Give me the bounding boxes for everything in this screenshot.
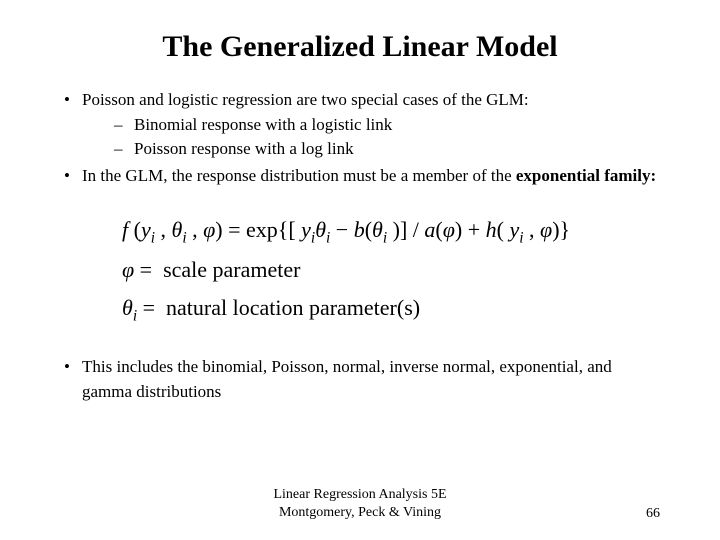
slide-footer: Linear Regression Analysis 5E Montgomery…	[0, 486, 720, 522]
slide-title: The Generalized Linear Model	[60, 30, 660, 64]
equation-line-3: θi = natural location parameter(s)	[122, 289, 660, 330]
main-bullet-list: Poisson and logistic regression are two …	[60, 88, 660, 189]
footer-text: Linear Regression Analysis 5E Montgomery…	[0, 486, 720, 522]
equation-block: f (yi , θi , φ) = exp{[ yiθi − b(θi )] /…	[60, 211, 660, 330]
bullet-3: This includes the binomial, Poisson, nor…	[60, 355, 660, 404]
bullet-2-text-a: In the GLM, the response distribution mu…	[82, 166, 516, 185]
footer-line-1: Linear Regression Analysis 5E	[0, 486, 720, 504]
bullet-1: Poisson and logistic regression are two …	[60, 88, 660, 162]
sub-bullet-1a: Binomial response with a logistic link	[114, 113, 660, 138]
bullet-1-text: Poisson and logistic regression are two …	[82, 90, 529, 109]
sub-bullet-list: Binomial response with a logistic link P…	[82, 113, 660, 162]
sub-bullet-1b: Poisson response with a log link	[114, 137, 660, 162]
equation-line-2: φ = scale parameter	[122, 251, 660, 288]
second-bullet-list: This includes the binomial, Poisson, nor…	[60, 355, 660, 404]
bullet-2-text-b: exponential family:	[516, 166, 656, 185]
bullet-2: In the GLM, the response distribution mu…	[60, 164, 660, 189]
footer-line-2: Montgomery, Peck & Vining	[0, 504, 720, 522]
slide-container: The Generalized Linear Model Poisson and…	[0, 0, 720, 540]
page-number: 66	[646, 506, 660, 522]
equation-line-1: f (yi , θi , φ) = exp{[ yiθi − b(θi )] /…	[122, 211, 660, 252]
